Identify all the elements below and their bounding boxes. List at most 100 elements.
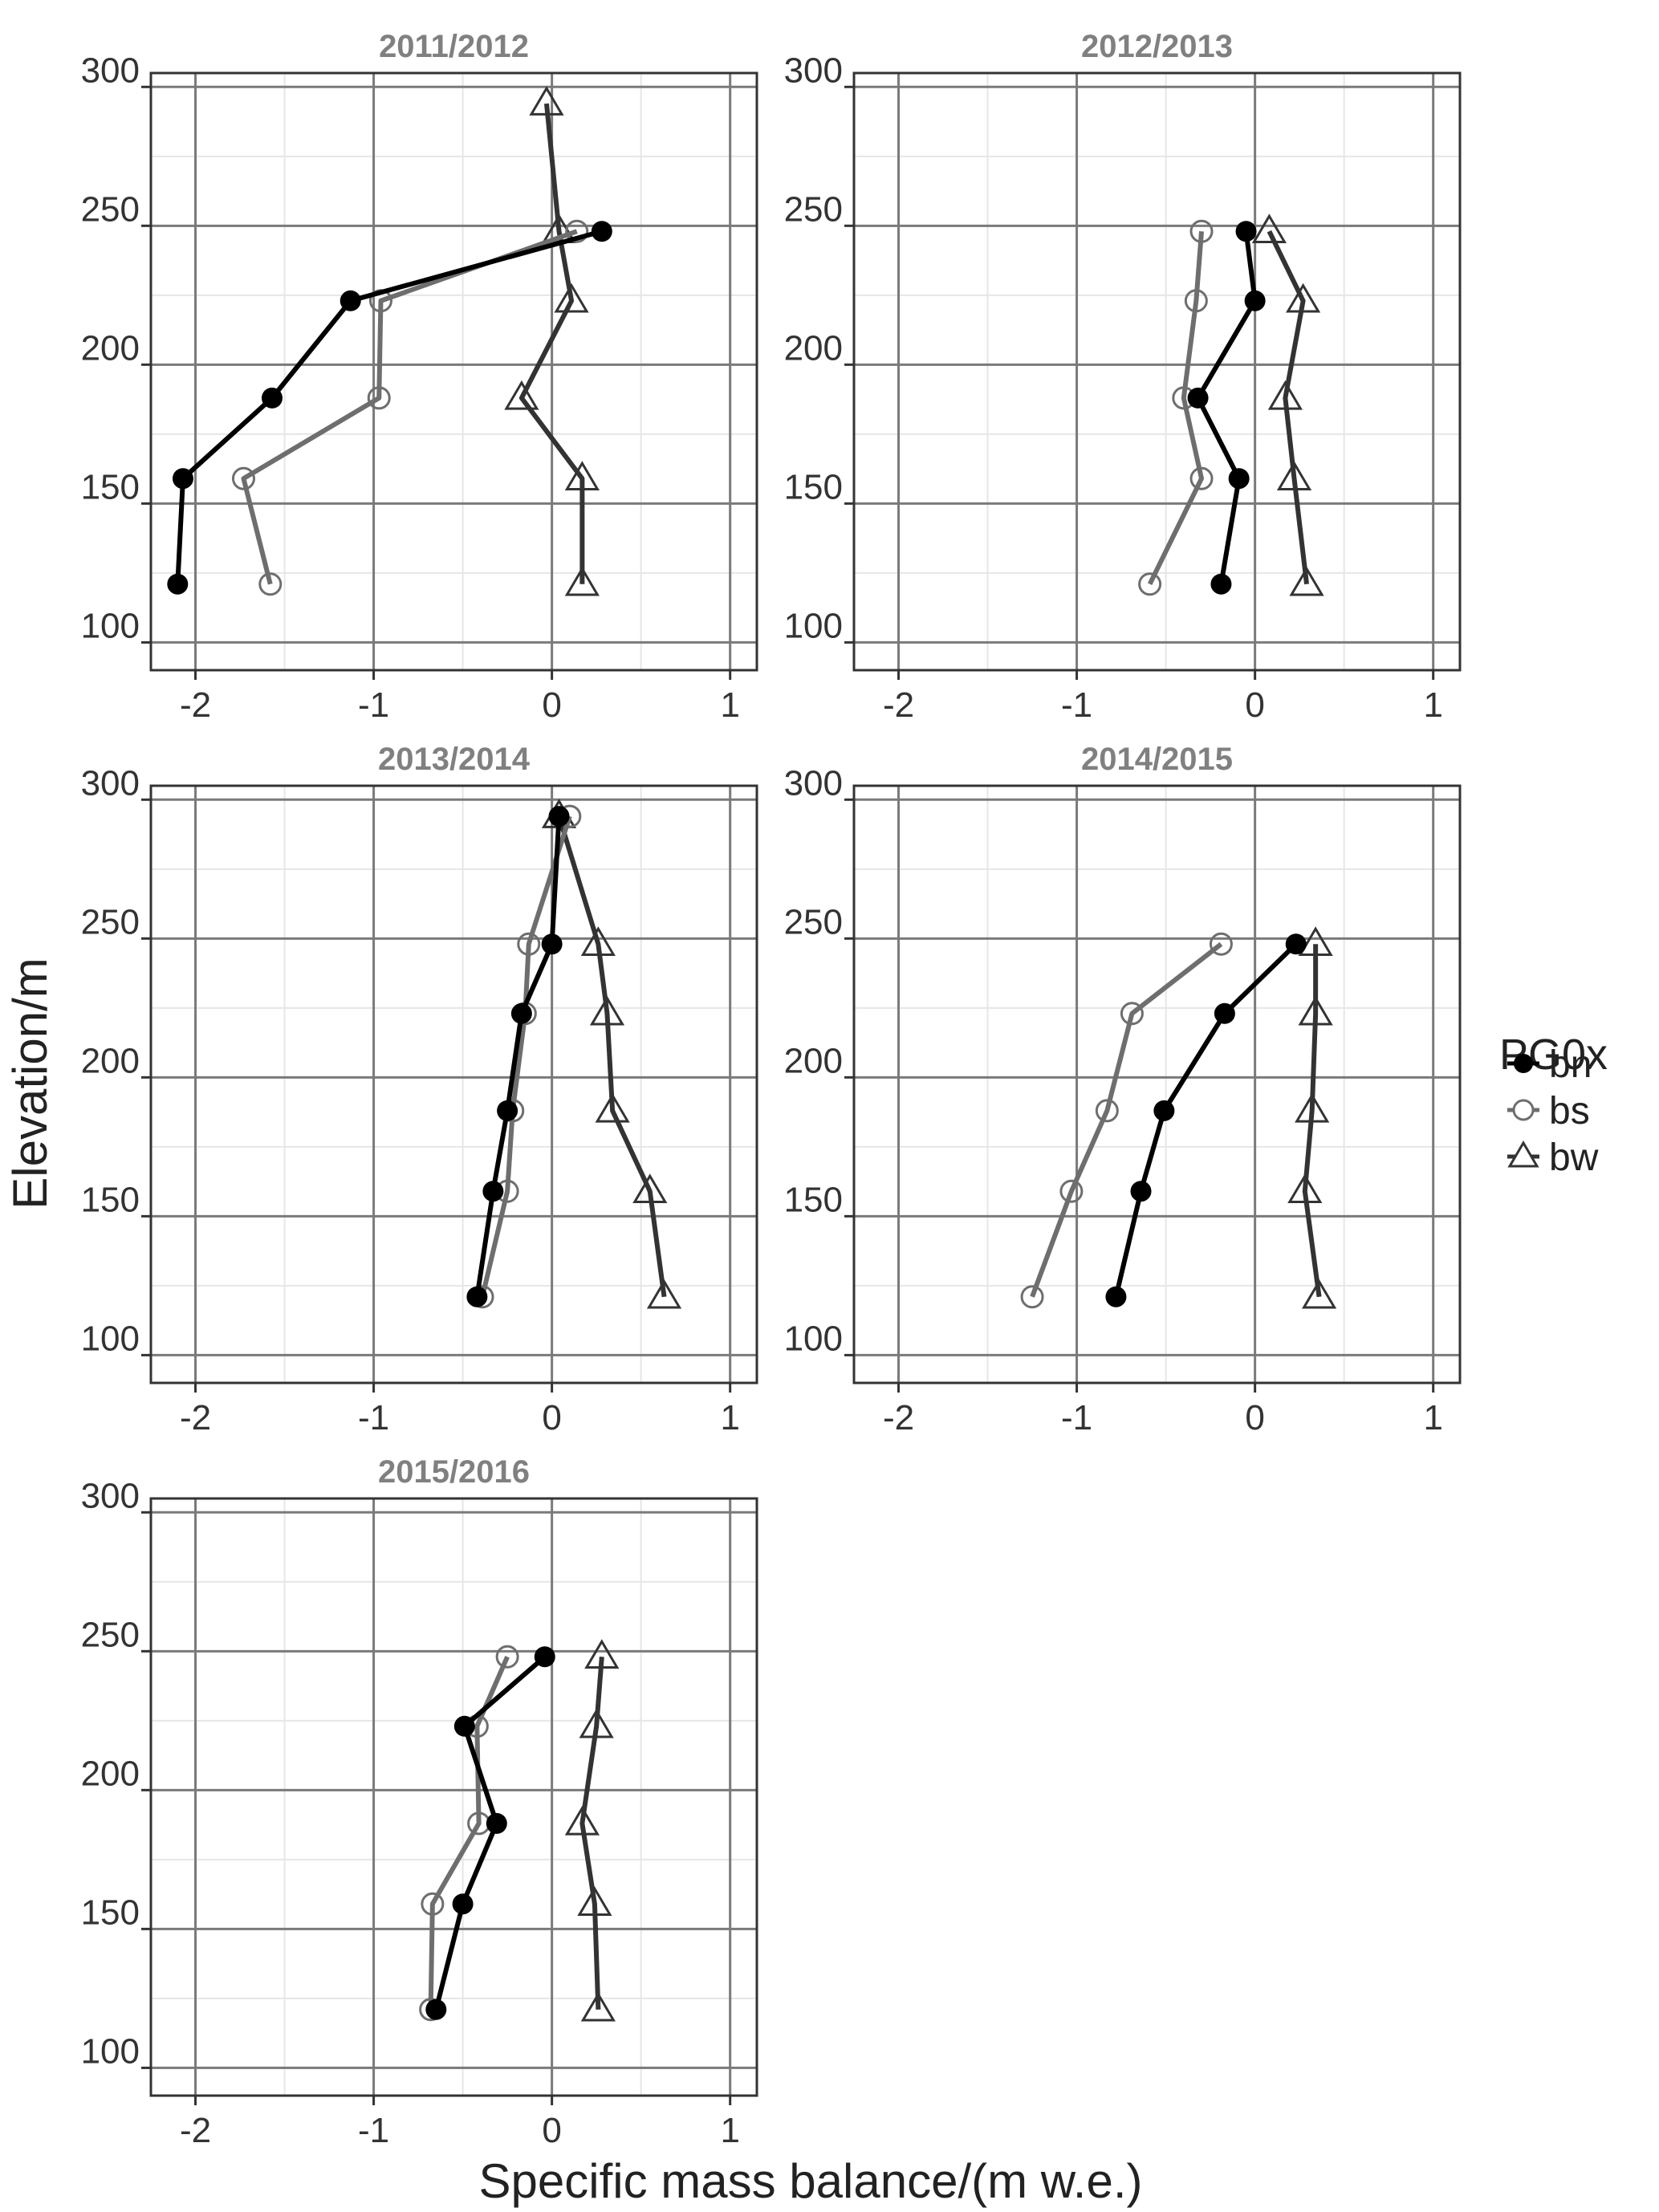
y-tick-label: 200 [81, 1754, 140, 1793]
data-point-bn [453, 1715, 475, 1737]
y-tick-label: 300 [81, 1476, 140, 1515]
data-point-bw [564, 1805, 600, 1836]
panel-border [149, 71, 758, 672]
panel-title: 2014/2015 [1081, 742, 1233, 777]
data-point-bs [1120, 1002, 1144, 1026]
data-point-bn [466, 1286, 488, 1307]
data-point-bn [510, 1002, 532, 1024]
data-point-bw [595, 1092, 630, 1123]
data-point-bw [1285, 283, 1321, 313]
x-tick-label: 1 [1423, 1398, 1442, 1437]
data-point-bn [1235, 221, 1257, 242]
panel-title: 2012/2013 [1081, 29, 1233, 64]
x-tick-label: 1 [720, 2111, 739, 2150]
data-point-bs [1184, 289, 1208, 313]
x-tick-label: -2 [180, 2111, 211, 2150]
data-point-bn [452, 1893, 474, 1915]
data-point-bn [482, 1181, 504, 1202]
data-point-bs [231, 466, 255, 490]
y-tick-label: 100 [81, 606, 140, 645]
panel-border [852, 784, 1462, 1385]
y-tick-label: 100 [81, 1319, 140, 1358]
data-point-bs [495, 1645, 519, 1669]
data-point-bw [1251, 213, 1287, 244]
data-point-bs [1059, 1179, 1084, 1203]
data-point-bn [340, 290, 361, 311]
data-point-bs [1095, 1099, 1119, 1123]
panel-title: 2015/2016 [378, 1454, 530, 1490]
data-point-bn [1187, 387, 1209, 409]
panel-5: 2015/2016 -2 -1 0 1 100 150 200 250 300 [81, 1454, 758, 2150]
x-tick-label: -2 [883, 1398, 914, 1437]
legend-key-bn: bn [1507, 1043, 1592, 1086]
data-point-bs [1020, 1285, 1044, 1309]
panel-border [852, 71, 1462, 672]
data-point-bn [497, 1100, 518, 1121]
x-tick-label: -2 [180, 685, 211, 725]
data-point-bn [262, 387, 283, 409]
legend-label-bw: bw [1549, 1136, 1599, 1179]
x-tick-label: 0 [1245, 685, 1264, 725]
y-tick-label: 200 [784, 1041, 843, 1080]
y-tick-label: 150 [81, 467, 140, 506]
series-line-bw [518, 103, 585, 584]
y-tick-label: 250 [81, 189, 140, 229]
data-point-bn [1285, 933, 1307, 955]
y-tick-label: 100 [784, 606, 843, 645]
data-point-bw [1289, 566, 1324, 596]
x-tick-label: -2 [883, 685, 914, 725]
series-line-bw [1302, 944, 1322, 1298]
x-axis-title: Specific mass balance/(m w.e.) [479, 2154, 1143, 2208]
data-point-bw [589, 995, 625, 1026]
panel-title: 2011/2012 [379, 29, 529, 64]
data-point-bw [1301, 1279, 1337, 1309]
x-tick-label: 0 [542, 2111, 561, 2150]
data-point-bw [580, 926, 616, 957]
data-point-bs [517, 932, 541, 956]
y-tick-label: 300 [784, 51, 843, 90]
data-point-bw [577, 1886, 612, 1917]
data-point-bs [1189, 466, 1214, 490]
series-line-bw [579, 1657, 604, 2010]
y-tick-label: 250 [784, 189, 843, 229]
data-point-bn [1130, 1181, 1152, 1202]
data-point-bw [632, 1173, 668, 1204]
series-line-bs [428, 1656, 510, 2010]
data-point-bn [548, 806, 570, 827]
data-point-bw [504, 380, 539, 410]
x-tick-label: -1 [358, 2111, 389, 2150]
legend: PG0x bn bs bw [1499, 1031, 1608, 1179]
series-line-bs [241, 229, 578, 585]
legend-marker-bs [1512, 1099, 1535, 1121]
y-tick-label: 150 [81, 1180, 140, 1219]
data-point-bw [564, 461, 600, 491]
data-point-bw [529, 86, 564, 116]
panel-border [149, 1497, 758, 2097]
y-tick-label: 250 [81, 902, 140, 941]
data-point-bw [564, 566, 600, 596]
panel-3: 2013/2014 -2 -1 0 1 100 150 200 250 300 [81, 742, 758, 1437]
panel-title: 2013/2014 [378, 742, 531, 777]
legend-marker-bw [1507, 1141, 1539, 1168]
data-point-bs [1189, 219, 1214, 243]
data-point-bw [1298, 926, 1333, 957]
y-tick-label: 100 [784, 1319, 843, 1358]
data-point-bw [554, 283, 589, 313]
data-point-bw [1276, 461, 1312, 491]
y-axis-title: Elevation/m [3, 958, 57, 1209]
series-line-bw [1267, 230, 1310, 585]
data-point-bn [1210, 573, 1232, 595]
data-point-bn [1228, 468, 1250, 490]
y-tick-label: 100 [81, 2031, 140, 2071]
series-line-bw [556, 815, 667, 1298]
y-tick-label: 150 [784, 1180, 843, 1219]
data-point-bw [580, 1991, 616, 2022]
panel-border [149, 784, 758, 1385]
data-point-bn [1244, 290, 1266, 311]
x-tick-label: 0 [1245, 1398, 1264, 1437]
data-point-bn [425, 1999, 447, 2020]
data-point-bs [421, 1892, 445, 1916]
x-tick-label: -1 [1061, 1398, 1092, 1437]
